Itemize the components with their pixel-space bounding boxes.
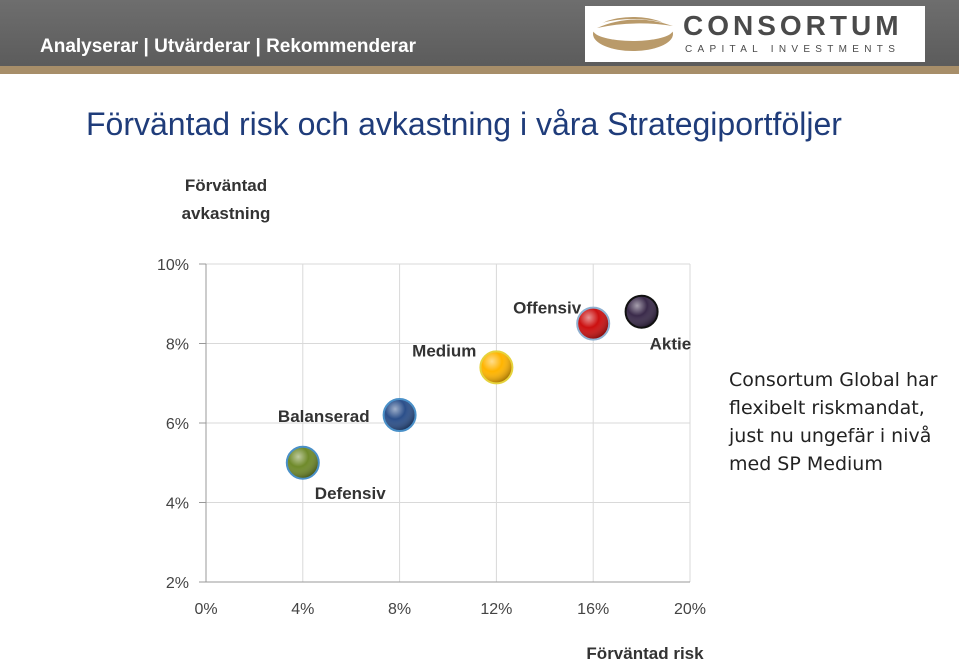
point-label-defensiv: Defensiv: [315, 484, 386, 503]
point-label-medium: Medium: [412, 341, 476, 360]
y-axis-label-line1: Förväntad: [185, 176, 267, 195]
side-note: Consortum Global har flexibelt riskmanda…: [729, 369, 938, 475]
x-axis-label: Förväntad risk: [586, 644, 704, 662]
y-axis-label-line2: avkastning: [182, 204, 271, 223]
header-stripe: [0, 66, 959, 74]
point-label-balanserad: Balanserad: [278, 407, 370, 426]
y-tick-label: 2%: [166, 575, 189, 592]
x-tick-label: 8%: [388, 601, 411, 618]
y-tick-label: 6%: [166, 416, 189, 433]
x-tick-label: 12%: [480, 601, 512, 618]
y-tick-label: 8%: [166, 337, 189, 354]
page-title: Förväntad risk och avkastning i våra Str…: [86, 106, 842, 142]
point-medium-shading: [481, 352, 512, 383]
y-tick-label: 10%: [157, 257, 189, 274]
x-tick-label: 4%: [291, 601, 314, 618]
chart-points: Defensiv Balanserad Medium Offensiv Aktie: [278, 294, 692, 503]
logo-emblem-icon: [593, 17, 673, 51]
logo-subtitle: CAPITAL INVESTMENTS: [685, 44, 901, 55]
point-defensiv-shading: [287, 447, 318, 478]
chart-axes: 0% 4% 8% 12% 16% 20% 2% 4% 6% 8% 10%: [157, 257, 706, 618]
point-balanserad-shading: [384, 400, 415, 431]
point-offensiv-shading: [578, 308, 609, 339]
tagline: Analyserar | Utvärderar | Rekommenderar: [40, 36, 417, 57]
x-tick-label: 0%: [194, 601, 217, 618]
y-tick-label: 4%: [166, 496, 189, 513]
logo-name: CONSORTUM: [683, 10, 903, 41]
x-tick-label: 16%: [577, 601, 609, 618]
point-aktie-shading: [626, 296, 657, 327]
company-logo: CONSORTUM CAPITAL INVESTMENTS: [585, 6, 925, 62]
point-label-aktie: Aktie: [650, 335, 692, 354]
point-label-offensiv: Offensiv: [513, 299, 582, 318]
x-tick-label: 20%: [674, 601, 706, 618]
